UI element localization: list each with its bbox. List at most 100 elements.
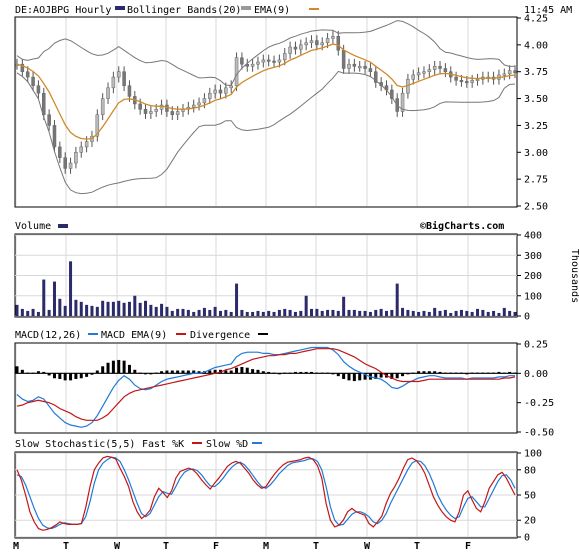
fast-k-label: Fast %K: [142, 439, 184, 450]
volume-bar: [481, 309, 485, 316]
price-candle: [363, 66, 367, 69]
divergence-bar: [192, 370, 196, 374]
volume-bar: [395, 283, 399, 316]
macd-label: MACD(12,26): [15, 330, 81, 341]
divergence-bar: [95, 370, 99, 374]
price-candle: [154, 109, 158, 112]
divergence-bar: [481, 372, 485, 374]
macd-yticks: 0.25 0.00 -0.25 -0.50: [517, 340, 554, 439]
volume-bar: [304, 295, 308, 316]
price-candle: [299, 44, 303, 50]
price-candle: [74, 152, 78, 164]
x-tick-label: F: [465, 541, 471, 552]
price-candle: [106, 87, 110, 99]
volume-bar: [283, 308, 287, 316]
divergence-bar: [411, 372, 415, 374]
divergence-bar: [15, 366, 19, 374]
stochastic-panel: Slow Stochastic(5,5) Fast %K Slow %D 100…: [14, 439, 542, 544]
divergence-bar: [111, 360, 115, 374]
divergence-bar: [106, 362, 110, 374]
divergence-bar: [315, 372, 319, 374]
volume-bar: [165, 306, 169, 316]
divergence-bar: [272, 372, 276, 374]
price-candle: [175, 111, 180, 115]
volume-bar: [208, 309, 212, 316]
divergence-bar: [352, 373, 356, 382]
volume-bar: [176, 308, 180, 316]
divergence-bar: [69, 373, 73, 381]
price-candle: [149, 111, 153, 114]
volume-bar: [122, 302, 126, 316]
price-candle: [470, 80, 474, 83]
price-candle: [277, 59, 282, 63]
price-candle: [170, 111, 175, 115]
volume-bar: [358, 310, 362, 316]
y-tick-label: 3.00: [524, 148, 548, 159]
volume-bar: [170, 310, 174, 316]
price-candle: [288, 46, 292, 54]
divergence-bar: [79, 373, 83, 379]
price-yticks: 4.25 4.00 3.75 3.50 3.25 3.00 2.75 2.50: [517, 14, 548, 213]
price-panel: 4.25 4.00 3.75 3.50 3.25 3.00 2.75 2.50: [14, 14, 548, 213]
volume-bar: [508, 310, 512, 316]
price-candle: [122, 71, 126, 86]
ema-legend-label: EMA(9): [254, 5, 290, 16]
volume-bar: [390, 309, 394, 316]
divergence-bar: [336, 373, 340, 377]
x-tick-label: T: [163, 541, 169, 552]
price-candle: [68, 162, 73, 169]
y-tick-label: 50: [524, 491, 536, 502]
volume-bars: [15, 261, 517, 316]
divergence-bar: [20, 369, 24, 374]
price-candle: [282, 53, 287, 61]
price-candle: [416, 72, 421, 76]
price-candle: [502, 73, 507, 76]
divergence-bar: [122, 360, 126, 374]
volume-bar: [406, 309, 410, 316]
y-tick-label: 80: [524, 465, 536, 476]
volume-bar: [149, 304, 153, 316]
volume-bar: [363, 310, 367, 316]
price-candle: [341, 49, 346, 69]
y-tick-label: 4.00: [524, 40, 548, 51]
volume-bar: [272, 311, 276, 316]
divergence-bar: [326, 372, 330, 374]
volume-bar: [58, 298, 62, 316]
divergence-bar: [36, 371, 40, 374]
divergence-bar: [390, 373, 394, 379]
volume-bar: [401, 307, 405, 316]
price-candle: [25, 71, 30, 78]
divergence-bar: [358, 373, 362, 381]
divergence-bar: [267, 371, 271, 374]
volume-panel: Volume ©BigCharts.com 400 300 200 100 0 Thou…: [14, 220, 579, 323]
volume-bar: [52, 281, 56, 316]
volume-bar: [229, 311, 233, 316]
divergence-bar: [492, 372, 496, 374]
divergence-bar: [433, 371, 437, 374]
price-candle: [191, 104, 196, 108]
fast-k-legend-swatch: [192, 442, 202, 444]
divergence-bar: [117, 359, 121, 374]
brand-label: ©BigCharts.com: [420, 220, 504, 232]
divergence-bar: [438, 371, 442, 374]
divergence-bar: [283, 372, 287, 374]
divergence-bar: [299, 371, 303, 374]
price-candle: [427, 69, 432, 72]
divergence-bar: [245, 367, 249, 374]
divergence-bar: [310, 371, 314, 374]
volume-bar: [106, 301, 110, 316]
price-candle: [197, 102, 201, 106]
bb-legend-swatch: [115, 6, 125, 10]
divergence-bar: [235, 367, 239, 374]
price-candle: [374, 71, 378, 83]
price-candle: [127, 85, 132, 97]
volume-bar: [267, 310, 271, 316]
price-candle: [256, 61, 260, 65]
divergence-bar: [224, 370, 228, 374]
divergence-bar: [154, 372, 158, 374]
divergence-bar: [31, 372, 35, 374]
volume-bar: [427, 311, 431, 316]
price-candle: [357, 66, 362, 69]
volume-bar: [63, 305, 67, 316]
price-candle: [266, 59, 271, 62]
